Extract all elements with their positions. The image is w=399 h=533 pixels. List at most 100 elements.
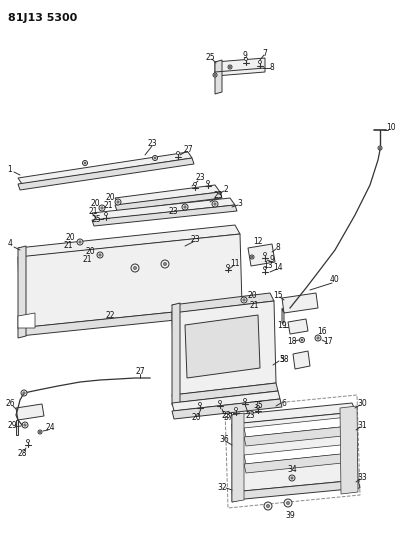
Text: 13: 13 xyxy=(263,261,273,270)
Circle shape xyxy=(317,337,319,339)
Circle shape xyxy=(101,207,103,209)
Text: 21: 21 xyxy=(88,207,98,216)
Text: 1: 1 xyxy=(8,166,12,174)
Text: 39: 39 xyxy=(285,512,295,521)
Polygon shape xyxy=(244,453,352,473)
Text: 7: 7 xyxy=(263,49,267,58)
Polygon shape xyxy=(248,244,275,266)
Text: 23: 23 xyxy=(221,411,231,421)
Text: 9: 9 xyxy=(243,51,247,60)
Text: 6: 6 xyxy=(282,399,286,408)
Text: 12: 12 xyxy=(253,238,263,246)
Text: 36: 36 xyxy=(219,435,229,445)
Polygon shape xyxy=(16,404,44,420)
Text: 34: 34 xyxy=(287,465,297,474)
Circle shape xyxy=(289,475,295,481)
Circle shape xyxy=(23,392,25,394)
Polygon shape xyxy=(172,293,274,313)
Polygon shape xyxy=(172,301,276,395)
Polygon shape xyxy=(232,403,356,424)
Text: 16: 16 xyxy=(317,327,327,336)
Circle shape xyxy=(176,151,180,155)
Polygon shape xyxy=(185,315,260,378)
Text: 9: 9 xyxy=(270,255,275,264)
Circle shape xyxy=(286,502,290,505)
Polygon shape xyxy=(232,413,244,502)
Circle shape xyxy=(84,162,86,164)
Polygon shape xyxy=(18,225,240,257)
Text: 32: 32 xyxy=(217,482,227,491)
Polygon shape xyxy=(282,308,284,323)
Polygon shape xyxy=(115,185,220,205)
Circle shape xyxy=(99,254,101,256)
Circle shape xyxy=(291,477,293,479)
Circle shape xyxy=(257,406,259,408)
Circle shape xyxy=(250,255,254,259)
Polygon shape xyxy=(244,426,352,446)
Circle shape xyxy=(133,266,136,270)
Polygon shape xyxy=(18,152,192,184)
Text: 23: 23 xyxy=(213,191,223,200)
Polygon shape xyxy=(282,293,318,313)
Circle shape xyxy=(38,430,42,434)
Text: 14: 14 xyxy=(273,262,283,271)
Circle shape xyxy=(212,201,218,207)
Circle shape xyxy=(26,440,30,442)
Circle shape xyxy=(154,157,156,159)
Polygon shape xyxy=(18,246,26,338)
Text: 21: 21 xyxy=(249,301,259,310)
Circle shape xyxy=(259,61,261,63)
Text: 15: 15 xyxy=(273,290,283,300)
Circle shape xyxy=(251,256,253,258)
Text: 27: 27 xyxy=(135,367,145,376)
Text: 23: 23 xyxy=(245,410,255,419)
Circle shape xyxy=(21,390,27,396)
Circle shape xyxy=(213,73,217,77)
Polygon shape xyxy=(340,406,358,494)
Text: 20: 20 xyxy=(85,246,95,255)
Circle shape xyxy=(219,400,221,403)
Circle shape xyxy=(77,239,83,245)
Text: 10: 10 xyxy=(386,124,396,133)
Circle shape xyxy=(184,206,186,208)
Text: 23: 23 xyxy=(190,236,200,245)
Circle shape xyxy=(315,335,321,341)
Circle shape xyxy=(83,160,87,166)
Circle shape xyxy=(99,205,105,211)
Polygon shape xyxy=(92,205,237,226)
Circle shape xyxy=(284,499,292,507)
Polygon shape xyxy=(288,319,308,334)
Text: 2: 2 xyxy=(223,185,228,195)
Circle shape xyxy=(79,241,81,243)
Polygon shape xyxy=(215,60,222,94)
Text: 30: 30 xyxy=(357,399,367,408)
Text: 5: 5 xyxy=(280,356,284,365)
Circle shape xyxy=(214,74,216,76)
Text: 23: 23 xyxy=(195,174,205,182)
Polygon shape xyxy=(18,305,244,336)
Text: 25: 25 xyxy=(205,52,215,61)
Polygon shape xyxy=(16,420,18,435)
Circle shape xyxy=(227,264,229,268)
Polygon shape xyxy=(232,413,240,502)
Polygon shape xyxy=(215,58,265,76)
Text: 29: 29 xyxy=(7,422,17,431)
Circle shape xyxy=(22,422,28,428)
Circle shape xyxy=(245,58,247,61)
Polygon shape xyxy=(293,351,310,369)
Text: 23: 23 xyxy=(168,207,178,216)
Circle shape xyxy=(105,213,107,215)
Text: 26: 26 xyxy=(5,400,15,408)
Circle shape xyxy=(263,253,267,255)
Text: 81J13 5300: 81J13 5300 xyxy=(8,13,77,23)
Text: 20: 20 xyxy=(90,199,100,208)
Circle shape xyxy=(182,204,188,210)
Circle shape xyxy=(235,408,237,410)
Circle shape xyxy=(39,431,41,433)
Circle shape xyxy=(229,66,231,68)
Text: 20: 20 xyxy=(191,414,201,423)
Circle shape xyxy=(301,339,303,341)
Text: 11: 11 xyxy=(230,260,240,269)
Text: 35: 35 xyxy=(253,401,263,410)
Polygon shape xyxy=(92,198,235,220)
